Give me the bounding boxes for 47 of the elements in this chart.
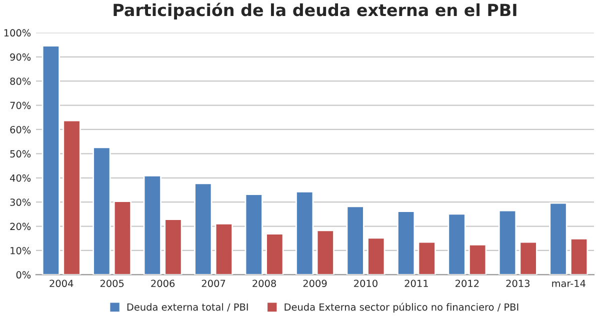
x-tick-label: 2006 — [151, 280, 175, 288]
bar — [143, 175, 162, 275]
y-tick-label: 30% — [10, 198, 31, 206]
y-tick-label: 90% — [10, 53, 31, 61]
bar — [549, 202, 568, 275]
y-tick-label: 50% — [10, 150, 31, 158]
bar — [316, 230, 334, 275]
bar — [519, 241, 538, 275]
x-tick-label: 2009 — [303, 280, 327, 288]
legend-label: Deuda Externa sector público no financiero / PBI — [284, 302, 518, 313]
x-tick-label: 2008 — [252, 280, 276, 288]
bar — [296, 190, 314, 275]
y-tick-label: 70% — [10, 102, 31, 110]
bar — [194, 182, 212, 275]
legend-label: Deuda externa total / PBI — [127, 303, 248, 312]
bar — [396, 210, 416, 275]
x-tick-label: 2013 — [506, 280, 530, 288]
bar — [498, 210, 517, 275]
bar — [214, 222, 234, 275]
bar — [418, 241, 436, 275]
bar — [164, 218, 182, 275]
x-tick-label: 2011 — [404, 280, 428, 288]
x-tick-label: 2004 — [50, 280, 74, 288]
bar — [42, 45, 60, 275]
x-tick-label: mar-14 — [552, 280, 586, 288]
bar — [448, 213, 466, 275]
y-tick-label: 0% — [16, 271, 31, 279]
bar — [468, 244, 487, 275]
y-tick-label: 100% — [4, 29, 31, 37]
bar — [62, 120, 81, 275]
bar — [113, 200, 132, 275]
chart-title: Participación de la deuda externa en el PBI — [114, 2, 516, 20]
x-tick-label: 2007 — [202, 280, 226, 288]
bar — [244, 194, 263, 275]
y-tick-label: 40% — [10, 174, 31, 182]
y-tick-label: 60% — [10, 126, 31, 134]
x-tick-label: 2005 — [100, 280, 124, 288]
y-tick-label: 20% — [10, 222, 31, 230]
bar — [346, 206, 364, 275]
x-tick-label: 2012 — [456, 280, 479, 288]
bar — [367, 237, 386, 275]
bar — [266, 233, 284, 275]
y-tick-label: 10% — [10, 246, 31, 254]
x-tick-label: 2010 — [354, 280, 378, 288]
bar — [570, 238, 588, 275]
bar — [92, 146, 111, 275]
y-tick-label: 80% — [10, 78, 31, 85]
